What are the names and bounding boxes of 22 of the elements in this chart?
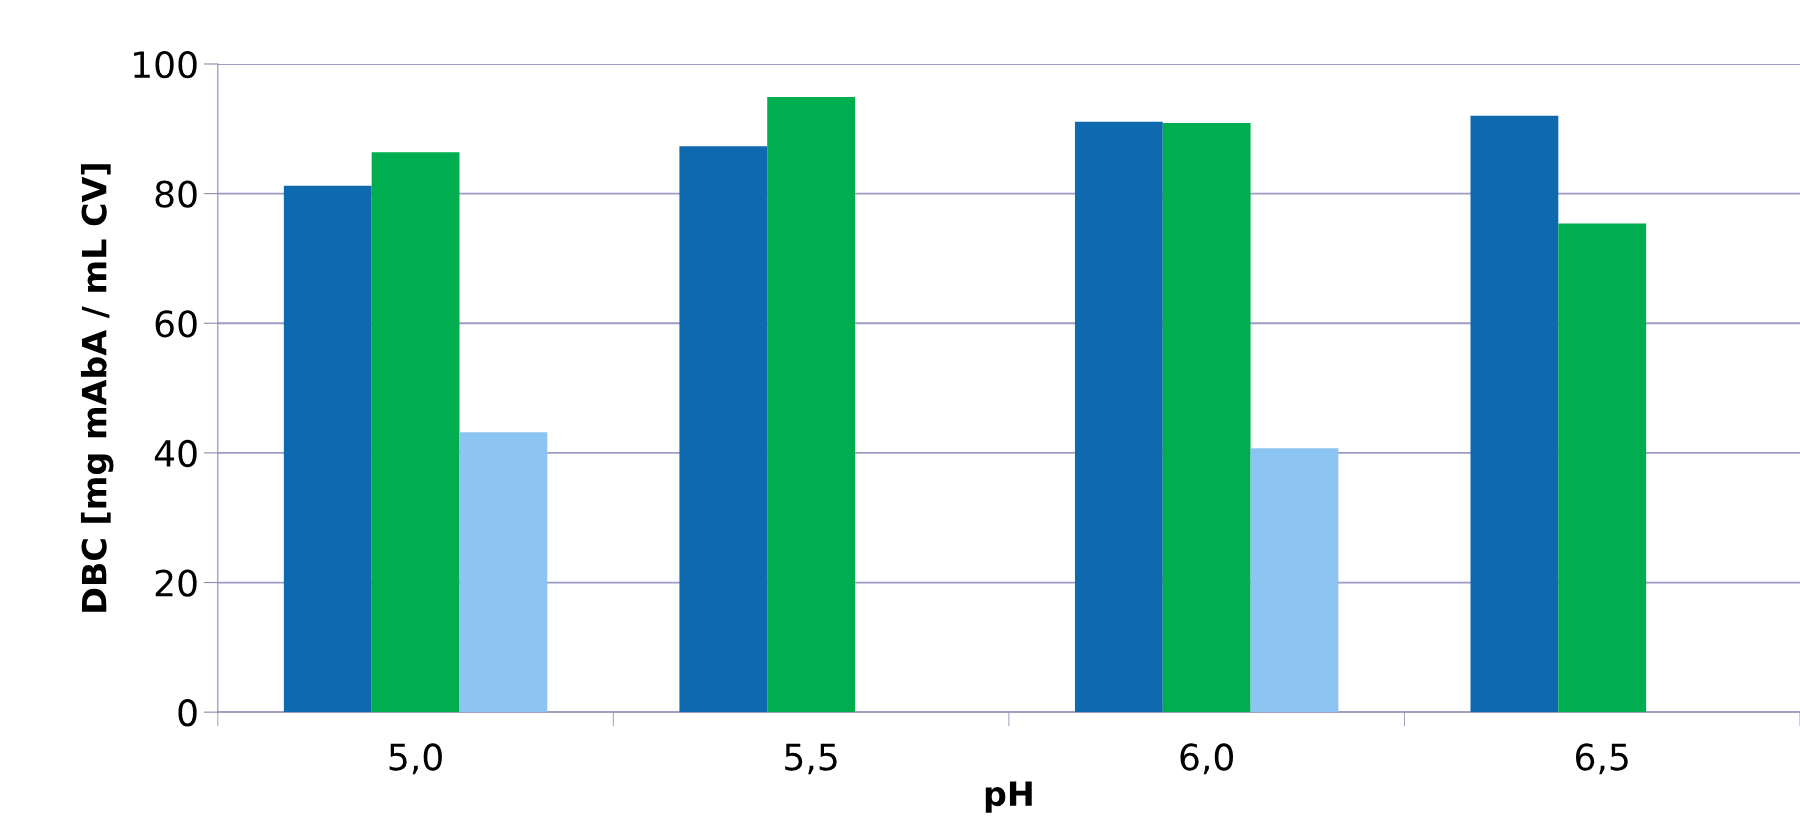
bar [371,152,460,713]
x-tick-label: 5,0 [389,743,442,775]
bar [1162,122,1251,713]
y-tick-label: 40 [154,439,197,468]
x-tick-label: 6,5 [1576,743,1628,775]
bar [1470,115,1559,713]
y-tick-label: 100 [134,50,197,79]
bar [767,97,856,713]
bar [1558,223,1647,713]
y-tick-label: 20 [155,569,197,597]
bar [1074,121,1163,713]
bar [679,146,768,713]
y-axis-title: DBC [mg mAbA / mL CV] [80,164,114,612]
x-axis-title: pH [985,781,1032,813]
x-tick-label: 5,5 [785,743,837,775]
y-tick-label: 60 [155,310,197,338]
x-tick-label: 6,0 [1180,743,1233,775]
bar [459,432,548,713]
bar [283,185,372,713]
y-tick-label: 0 [178,699,197,727]
bar [1250,448,1339,713]
y-tick-label: 80 [155,180,197,208]
